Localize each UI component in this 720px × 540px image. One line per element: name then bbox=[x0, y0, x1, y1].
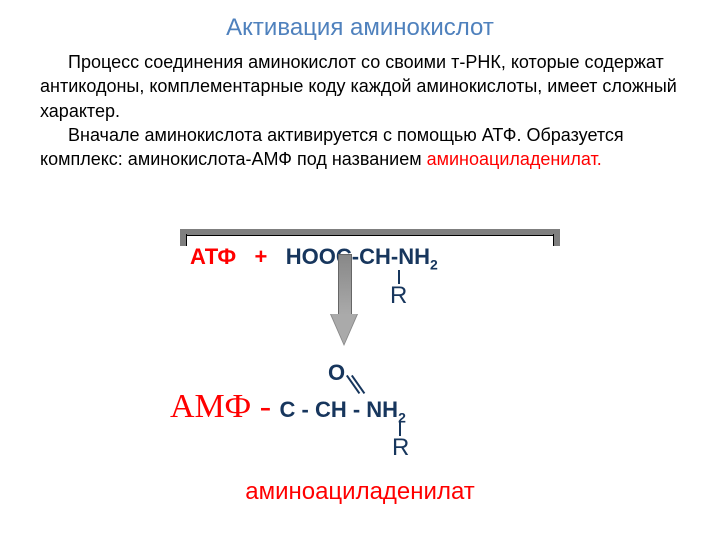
amf-label: АМФ - bbox=[170, 388, 280, 425]
product-formula: С - СН - NH2 bbox=[280, 397, 406, 422]
aa-part-b: NH bbox=[398, 244, 430, 269]
prod-part-a: С - СН - NH bbox=[280, 397, 399, 422]
reaction-arrow-icon bbox=[330, 254, 358, 354]
r-group-2: R bbox=[392, 434, 409, 462]
para-line1: Процесс соединения аминокислот со своими… bbox=[40, 52, 677, 121]
slide-title: Активация аминокислот bbox=[0, 0, 720, 50]
reactant-aminoacid: НООС-СН-NH2 bbox=[286, 244, 438, 269]
term-aminoacyladenylate: аминоациладенилат. bbox=[427, 149, 602, 169]
main-paragraph: Процесс соединения аминокислот со своими… bbox=[0, 50, 720, 171]
reactant-atp: АТФ bbox=[190, 244, 236, 269]
oxygen-label: О bbox=[328, 360, 345, 386]
product-name: аминоациладенилат bbox=[0, 478, 720, 506]
plus-sign: + bbox=[255, 244, 268, 269]
aa-sub: 2 bbox=[430, 256, 438, 272]
r-group-1: R bbox=[390, 282, 407, 310]
reactants-line: АТФ + НООС-СН-NH2 bbox=[190, 244, 438, 272]
